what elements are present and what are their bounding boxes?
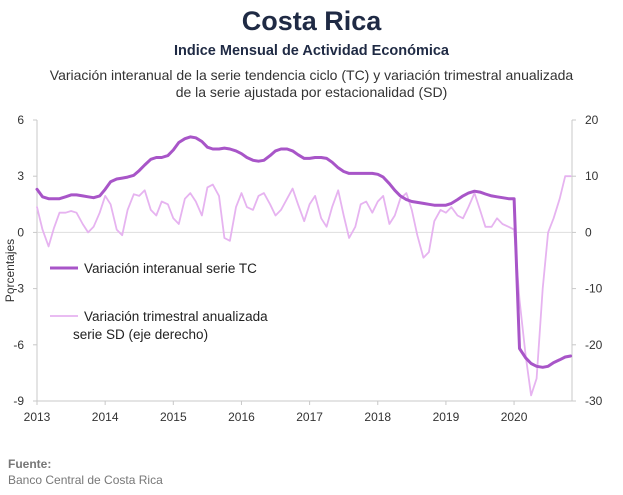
x-tick-label: 2018	[364, 410, 391, 424]
y-right-tick-label: 10	[585, 169, 599, 183]
y-right-tick-label: -30	[585, 394, 603, 408]
chart-description: Variación interanual de la serie tendenc…	[0, 67, 623, 101]
x-tick-label: 2013	[24, 410, 51, 424]
x-tick-label: 2015	[160, 410, 187, 424]
x-tick-label: 2016	[228, 410, 255, 424]
legend-label-sd-line2: serie SD (eje derecho)	[73, 327, 208, 342]
chart-title: Costa Rica	[241, 6, 382, 36]
y-axis-title: Porcentajes	[3, 239, 17, 302]
description-line-2: de la serie ajustada por estacionalidad …	[175, 84, 448, 100]
series-line-tc	[35, 135, 573, 369]
series-line-sd	[36, 175, 572, 397]
y-right-tick-label: -20	[585, 338, 603, 352]
source-note: Fuente: Banco Central de Costa Rica	[8, 456, 163, 488]
x-tick-label: 2014	[92, 410, 119, 424]
description-line-1: Variación interanual de la serie tendenc…	[49, 67, 574, 83]
chart-subtitle: Indice Mensual de Actividad Económica	[173, 43, 450, 59]
legend-label-tc: Variación interanual serie TC	[84, 261, 257, 276]
x-tick-label: 2017	[296, 410, 323, 424]
y-right-tick-label: 0	[585, 225, 592, 239]
y-left-tick-label: 6	[17, 113, 24, 127]
x-tick-label: 2020	[501, 410, 528, 424]
y-right-tick-label: -10	[585, 282, 603, 296]
y-right-tick-label: 20	[585, 113, 599, 127]
source-text: Banco Central de Costa Rica	[8, 473, 163, 487]
x-tick-label: 2019	[433, 410, 460, 424]
source-label: Fuente:	[8, 457, 52, 471]
y-left-tick-label: 3	[17, 169, 24, 183]
y-left-tick-label: -9	[13, 394, 24, 408]
y-left-tick-label: -6	[13, 338, 24, 352]
y-left-tick-label: 0	[17, 225, 24, 239]
y-left-tick-label: -3	[13, 282, 24, 296]
legend-label-sd-line1: Variación trimestral anualizada	[84, 309, 268, 324]
